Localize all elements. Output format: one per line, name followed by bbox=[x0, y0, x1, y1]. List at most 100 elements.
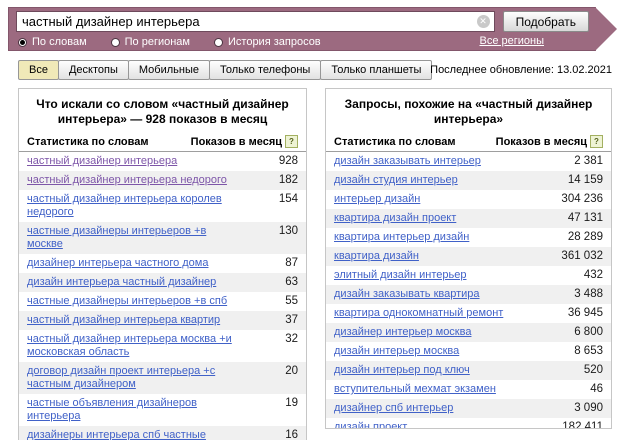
keyword-link[interactable]: частные дизайнеры интерьеров +в москве bbox=[27, 225, 207, 250]
table-row: частный дизайнер интерьера недорого 182 bbox=[19, 171, 306, 190]
panel-title: Что искали со словом «частный дизайнер и… bbox=[36, 97, 289, 126]
tab-mobile[interactable]: Мобильные bbox=[127, 60, 210, 80]
keyword-link[interactable]: дизайн интерьер москва bbox=[334, 345, 460, 357]
shows-value: 2 381 bbox=[574, 155, 603, 167]
keyword-link[interactable]: дизайнер спб интерьер bbox=[334, 402, 454, 414]
all-regions-link[interactable]: Все регионы bbox=[479, 35, 544, 47]
keyword-link[interactable]: квартира интерьер дизайн bbox=[334, 231, 470, 243]
tab-all[interactable]: Все bbox=[18, 60, 59, 80]
shows-value: 36 945 bbox=[567, 307, 603, 319]
keyword-link[interactable]: частный дизайнер интерьера квартир bbox=[27, 314, 221, 326]
keyword-link[interactable]: частный дизайнер интерьера недорого bbox=[27, 174, 227, 186]
shows-value: 3 488 bbox=[574, 288, 603, 300]
keyword-link[interactable]: дизайн интерьер под ключ bbox=[334, 364, 470, 376]
keyword-link[interactable]: дизайн проект bbox=[334, 421, 408, 429]
table-row: квартира однокомнатный ремонт 36 945 bbox=[326, 304, 611, 323]
table-row: дизайн интерьера частный дизайнер 63 bbox=[19, 273, 306, 292]
shows-value: 928 bbox=[278, 155, 298, 167]
search-input-wrap: ✕ bbox=[16, 11, 495, 32]
tab-desktops[interactable]: Десктопы bbox=[57, 60, 129, 80]
keyword-link[interactable]: дизайн заказывать квартира bbox=[334, 288, 480, 300]
shows-value: 16 bbox=[285, 429, 298, 440]
mode-by-regions[interactable]: По регионам bbox=[110, 36, 190, 48]
keyword-link[interactable]: дизайн заказывать интерьер bbox=[334, 155, 481, 167]
keyword-link[interactable]: дизайнер интерьер москва bbox=[334, 326, 472, 338]
shows-value: 154 bbox=[278, 193, 298, 205]
shows-value: 182 bbox=[278, 174, 298, 186]
radio-icon bbox=[214, 37, 223, 47]
tab-tablets-only[interactable]: Только планшеты bbox=[320, 60, 433, 80]
keyword-link[interactable]: частные объявления дизайнеров интерьера bbox=[27, 397, 197, 422]
tab-phones-only[interactable]: Только телефоны bbox=[208, 60, 322, 80]
table-row: дизайн проект 182 411 bbox=[326, 418, 611, 429]
shows-value: 87 bbox=[285, 257, 298, 269]
table-row: дизайн студия интерьер 14 159 bbox=[326, 171, 611, 190]
keyword-link[interactable]: частные дизайнеры интерьеров +в спб bbox=[27, 295, 228, 307]
keyword-link[interactable]: частный дизайнер интерьера bbox=[27, 155, 178, 167]
keyword-link[interactable]: частный дизайнер интерьера москва +и мос… bbox=[27, 333, 232, 358]
help-icon[interactable]: ? bbox=[285, 135, 298, 148]
table-row: элитный дизайн интерьер 432 bbox=[326, 266, 611, 285]
shows-value: 8 653 bbox=[574, 345, 603, 357]
keyword-link[interactable]: договор дизайн проект интерьера +с частн… bbox=[27, 365, 216, 390]
shows-value: 55 bbox=[285, 295, 298, 307]
table-row: интерьер дизайн 304 236 bbox=[326, 190, 611, 209]
shows-value: 19 bbox=[285, 397, 298, 409]
keyword-link[interactable]: интерьер дизайн bbox=[334, 193, 421, 205]
mode-label: По регионам bbox=[124, 36, 190, 48]
panel-title: Запросы, похожие на «частный дизайнер ин… bbox=[344, 97, 593, 126]
clear-icon[interactable]: ✕ bbox=[476, 15, 490, 28]
table-row: частный дизайнер интерьера квартир 37 bbox=[19, 311, 306, 330]
keyword-link[interactable]: дизайнеры интерьера спб частные объявлен… bbox=[27, 429, 206, 440]
table-row: частные объявления дизайнеров интерьера 1… bbox=[19, 394, 306, 426]
col-keyword-header: Статистика по словам bbox=[27, 135, 149, 148]
shows-value: 28 289 bbox=[567, 231, 603, 243]
shows-value: 47 131 bbox=[567, 212, 603, 224]
table-row: дизайн заказывать квартира 3 488 bbox=[326, 285, 611, 304]
table-row: квартира дизайн 361 032 bbox=[326, 247, 611, 266]
keyword-link[interactable]: вступительный мехмат экзамен bbox=[334, 383, 496, 395]
shows-value: 304 236 bbox=[561, 193, 603, 205]
table-row: дизайн интерьер москва 8 653 bbox=[326, 342, 611, 361]
keyword-link[interactable]: частный дизайнер интерьера королев недор… bbox=[27, 193, 222, 218]
search-input[interactable] bbox=[17, 12, 494, 31]
find-button[interactable]: Подобрать bbox=[502, 11, 589, 32]
table-row: частный дизайнер интерьера королев недор… bbox=[19, 190, 306, 222]
table-row: дизайнер интерьера частного дома 87 bbox=[19, 254, 306, 273]
keywords-table: частный дизайнер интерьера 928 частный ди… bbox=[19, 152, 306, 440]
shows-value: 14 159 bbox=[567, 174, 603, 186]
table-row: частные дизайнеры интерьеров +в москве 13… bbox=[19, 222, 306, 254]
mode-by-words[interactable]: По словам bbox=[18, 36, 87, 48]
shows-value: 361 032 bbox=[561, 250, 603, 262]
keyword-link[interactable]: квартира дизайн проект bbox=[334, 212, 457, 224]
table-row: договор дизайн проект интерьера +с частн… bbox=[19, 362, 306, 394]
mode-label: По словам bbox=[32, 36, 87, 48]
radio-icon bbox=[110, 37, 120, 47]
shows-value: 432 bbox=[583, 269, 603, 281]
keyword-link[interactable]: дизайн студия интерьер bbox=[334, 174, 458, 186]
shows-value: 20 bbox=[285, 365, 298, 377]
shows-value: 182 411 bbox=[562, 421, 603, 429]
help-icon[interactable]: ? bbox=[590, 135, 603, 148]
keyword-link[interactable]: дизайнер интерьера частного дома bbox=[27, 257, 209, 269]
last-update-label: Последнее обновление: 13.02.2021 bbox=[430, 64, 612, 76]
mode-query-history[interactable]: История запросов bbox=[214, 36, 321, 48]
shows-value: 3 090 bbox=[574, 402, 603, 414]
keyword-link[interactable]: квартира однокомнатный ремонт bbox=[334, 307, 504, 319]
table-row: квартира дизайн проект 47 131 bbox=[326, 209, 611, 228]
search-bar: ✕ Подобрать По словам По регионам Истори… bbox=[8, 7, 596, 51]
shows-value: 63 bbox=[285, 276, 298, 288]
table-row: частный дизайнер интерьера 928 bbox=[19, 152, 306, 171]
shows-value: 130 bbox=[278, 225, 298, 237]
shows-value: 46 bbox=[590, 383, 603, 395]
keyword-link[interactable]: квартира дизайн bbox=[334, 250, 419, 262]
table-row: дизайнеры интерьера спб частные объявлен… bbox=[19, 426, 306, 440]
keyword-link[interactable]: дизайн интерьера частный дизайнер bbox=[27, 276, 217, 288]
table-row: дизайнер интерьер москва 6 800 bbox=[326, 323, 611, 342]
keyword-link[interactable]: элитный дизайн интерьер bbox=[334, 269, 467, 281]
search-bar-arrow bbox=[595, 7, 617, 51]
col-keyword-header: Статистика по словам bbox=[334, 135, 456, 148]
search-modes: По словам По регионам История запросов bbox=[9, 32, 596, 48]
radio-selected-icon bbox=[18, 37, 27, 47]
